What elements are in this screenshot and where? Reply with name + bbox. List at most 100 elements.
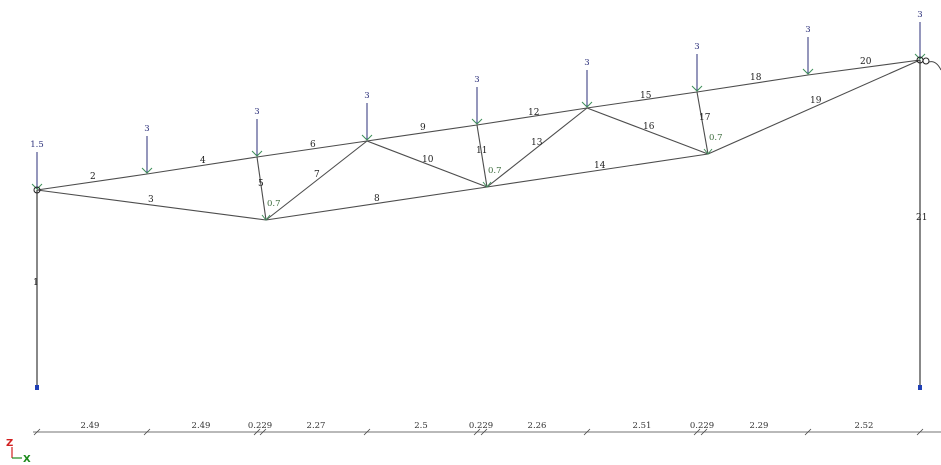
member-20 (807, 59, 921, 76)
dimension-value: 2.49 (192, 421, 211, 431)
arrowhead-icon (471, 118, 483, 125)
dimension-value: 0.229 (690, 421, 714, 431)
dimension-value: 2.26 (528, 421, 547, 431)
dimension-tick (700, 428, 708, 436)
member-17 (696, 91, 709, 155)
member-label: 13 (531, 138, 543, 148)
load-arrow: 3 (141, 124, 153, 174)
x-axis-label: X (23, 454, 31, 465)
dimension-tick (480, 428, 488, 436)
arrowhead-icon (251, 150, 263, 157)
load-value: 3 (694, 42, 699, 52)
member-label: 14 (594, 161, 606, 171)
axis-indicator: Z X (6, 438, 31, 465)
dimension-tick (916, 428, 924, 436)
member-label: 15 (640, 91, 652, 101)
member-4 (146, 156, 258, 175)
dimension-value: 2.51 (633, 421, 652, 431)
dimension-value: 2.27 (307, 421, 326, 431)
point-load-value: 0.7 (267, 199, 281, 209)
member-label: 19 (810, 96, 822, 106)
member-6 (256, 140, 368, 158)
member-label: 10 (422, 155, 434, 165)
member-label: 3 (148, 195, 154, 205)
load-arrow: 3 (581, 58, 593, 108)
member-19 (707, 59, 921, 155)
dimension-tick (253, 428, 261, 436)
member-11 (476, 124, 488, 188)
load-arrow: 3 (802, 25, 814, 75)
member-3 (36, 189, 267, 221)
member-16 (586, 107, 709, 155)
load-value: 3 (584, 58, 589, 68)
load-value: 3 (917, 10, 922, 20)
dimension-tick (693, 428, 701, 436)
loads-layer: 1.5 3 3 3 3 3 3 3 3 0.7 0.7 0.7 (30, 10, 926, 221)
arrowhead-icon (691, 85, 703, 92)
member-label: 20 (860, 57, 872, 67)
arrowhead-icon (703, 148, 713, 155)
member-5 (256, 156, 267, 221)
member-label: 17 (699, 113, 711, 123)
member-label: 7 (314, 170, 320, 180)
member-15 (586, 91, 698, 109)
load-arrow: 3 (914, 10, 926, 60)
dimension-value: 0.229 (248, 421, 272, 431)
member-label: 21 (916, 213, 927, 223)
member-10 (366, 140, 488, 188)
member-label: 8 (374, 194, 380, 204)
arrowhead-icon (581, 101, 593, 108)
dimension-value: 2.49 (81, 421, 100, 431)
dimension-value: 2.29 (750, 421, 769, 431)
support-icon (35, 385, 39, 390)
arrowhead-icon (261, 214, 271, 221)
member-label: 5 (258, 179, 264, 189)
member-9 (366, 124, 478, 142)
arrowhead-icon (482, 181, 492, 188)
load-arrow: 3 (471, 75, 483, 125)
dimension-tick (473, 428, 481, 436)
member-14 (486, 153, 709, 188)
member-label: 9 (420, 123, 426, 133)
support-icon (918, 385, 922, 390)
member-label: 6 (310, 140, 316, 150)
member-continuation (928, 61, 941, 71)
member-13 (486, 107, 588, 188)
load-value: 3 (254, 107, 259, 117)
arrowhead-icon (141, 167, 153, 174)
dimension-tick (259, 428, 267, 436)
load-arrow: 1.5 (30, 140, 44, 190)
member-2 (36, 173, 148, 191)
arrowhead-icon (914, 53, 926, 60)
hinge-node-icon (33, 186, 41, 194)
point-load-value: 0.7 (488, 166, 502, 176)
member-label: 11 (476, 146, 487, 156)
load-value: 3 (474, 75, 479, 85)
member-12 (476, 107, 588, 126)
z-axis-label: Z (6, 438, 13, 449)
dimension-line: 2.49 2.49 0.229 2.27 2.5 0.229 2.26 2.51 0.229 2.… (33, 421, 941, 436)
arrowhead-icon (31, 183, 43, 190)
member-label: 1 (33, 278, 39, 288)
arrowhead-icon (361, 134, 373, 141)
load-arrow: 3 (251, 107, 263, 157)
arrowhead-icon (802, 68, 814, 75)
point-load-value: 0.7 (709, 133, 723, 143)
dimension-tick (363, 428, 371, 436)
dimension-tick (583, 428, 591, 436)
load-value: 1.5 (30, 140, 44, 150)
member-label: 4 (200, 156, 206, 166)
load-value: 3 (805, 25, 810, 35)
dimension-value: 2.52 (855, 421, 874, 431)
member-label: 18 (750, 73, 762, 83)
dimension-tick (33, 428, 41, 436)
dimension-tick (143, 428, 151, 436)
dimension-value: 2.5 (414, 421, 428, 431)
member-label: 2 (90, 172, 96, 182)
load-value: 3 (364, 91, 369, 101)
dimension-tick (804, 428, 812, 436)
member-7 (265, 140, 368, 221)
load-arrow: 3 (691, 42, 703, 92)
member-18 (696, 74, 809, 93)
